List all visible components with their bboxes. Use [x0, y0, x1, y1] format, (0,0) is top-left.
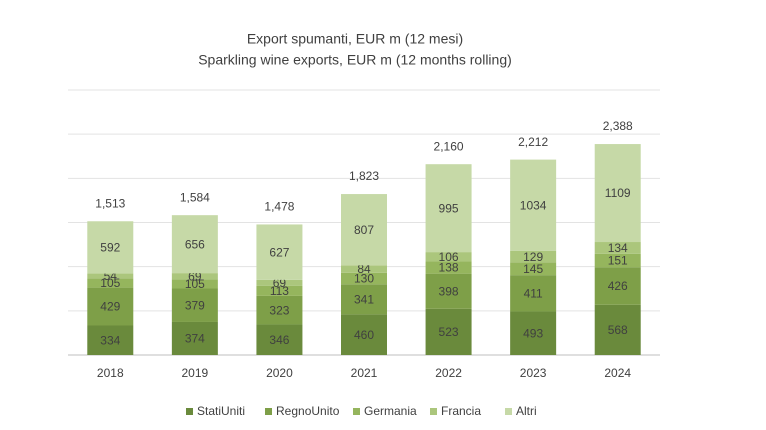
bar-segment [510, 262, 557, 276]
data-label: 323 [269, 303, 289, 317]
data-label: 411 [524, 286, 543, 300]
data-label: 105 [100, 276, 120, 290]
bar-segment [341, 284, 387, 315]
x-tick-label: 2024 [604, 366, 631, 380]
data-label: 374 [185, 332, 205, 346]
bar-segment [594, 242, 641, 254]
legend-label: StatiUniti [197, 404, 245, 418]
data-label: 807 [354, 223, 374, 237]
chart-subtitle: Sparkling wine exports, EUR m (12 months… [198, 52, 512, 68]
total-label: 1,513 [95, 197, 125, 211]
data-label: 129 [523, 250, 543, 264]
data-label: 429 [100, 300, 120, 314]
bar-segment [256, 295, 303, 325]
data-label: 398 [439, 284, 459, 298]
x-tick-label: 2022 [435, 366, 462, 380]
bar-segment [425, 164, 472, 253]
legend-swatch [430, 408, 437, 415]
x-tick-label: 2023 [520, 366, 547, 380]
data-label: 627 [269, 245, 289, 259]
total-label: 2,388 [603, 119, 633, 133]
x-tick-label: 2018 [97, 366, 124, 380]
data-label: 379 [185, 298, 205, 312]
data-label: 341 [354, 292, 374, 306]
bar-segment [594, 253, 641, 268]
legend-label: Francia [441, 404, 481, 418]
data-label: 493 [523, 326, 543, 340]
total-label: 1,478 [264, 200, 294, 214]
bar-segment [87, 287, 134, 326]
bar-segment [510, 159, 557, 251]
bar-segment [256, 279, 303, 286]
bar-segment [341, 265, 387, 273]
data-label: 84 [357, 262, 371, 276]
data-label: 346 [269, 333, 289, 347]
data-label: 426 [608, 279, 628, 293]
bar-segment [87, 325, 134, 355]
bar-segment [256, 285, 303, 296]
data-label: 460 [354, 328, 374, 342]
x-tick-label: 2020 [266, 366, 293, 380]
data-label: 334 [100, 333, 120, 347]
bar-segment [594, 304, 641, 355]
data-label: 145 [523, 262, 543, 276]
bar-segment [256, 224, 303, 280]
bar-segment [171, 215, 218, 274]
data-label: 568 [608, 323, 628, 337]
data-label: 105 [185, 277, 205, 291]
bar-segment [510, 250, 557, 263]
legend-swatch [265, 408, 272, 415]
data-label: 1034 [520, 198, 547, 212]
bar-segment [594, 267, 641, 305]
data-label: 656 [185, 237, 205, 251]
bar-segment [425, 252, 472, 262]
bar-segment [87, 273, 134, 279]
legend-swatch [353, 408, 360, 415]
bar-segment [510, 275, 557, 312]
bar-segment [341, 272, 387, 285]
x-tick-label: 2019 [182, 366, 209, 380]
bar-segment [425, 308, 472, 355]
data-label: 130 [354, 272, 374, 286]
bar-segment [425, 273, 472, 309]
data-label: 592 [100, 241, 120, 255]
legend-label: Germania [364, 404, 417, 418]
bar-segment [425, 261, 472, 274]
data-label: 1109 [605, 186, 631, 200]
legend-swatch [505, 408, 512, 415]
legend-label: RegnoUnito [276, 404, 340, 418]
bar-segment [171, 279, 218, 289]
x-tick-label: 2021 [351, 366, 378, 380]
bar-segment [171, 288, 218, 322]
total-label: 1,584 [180, 190, 210, 204]
bar-segment [594, 144, 641, 243]
data-label: 995 [439, 201, 459, 215]
bar-segment [341, 314, 387, 355]
bar-segment [171, 273, 218, 280]
total-label: 2,160 [434, 139, 464, 153]
total-label: 2,212 [518, 135, 548, 149]
legend-swatch [186, 408, 193, 415]
data-label: 523 [439, 325, 459, 339]
legend-label: Altri [516, 404, 537, 418]
total-label: 1,823 [349, 169, 379, 183]
data-label: 134 [608, 241, 628, 255]
bar-segment [87, 278, 134, 288]
data-label: 113 [270, 284, 289, 298]
bar-segment [87, 221, 134, 274]
bar-segment [171, 321, 218, 355]
data-label: 138 [439, 261, 459, 275]
bar-segment [510, 311, 557, 355]
data-label: 106 [439, 250, 459, 264]
chart-title: Export spumanti, EUR m (12 mesi) [247, 31, 463, 47]
bar-segment [341, 194, 387, 266]
bar-segment [256, 324, 303, 355]
data-label: 151 [608, 254, 628, 268]
